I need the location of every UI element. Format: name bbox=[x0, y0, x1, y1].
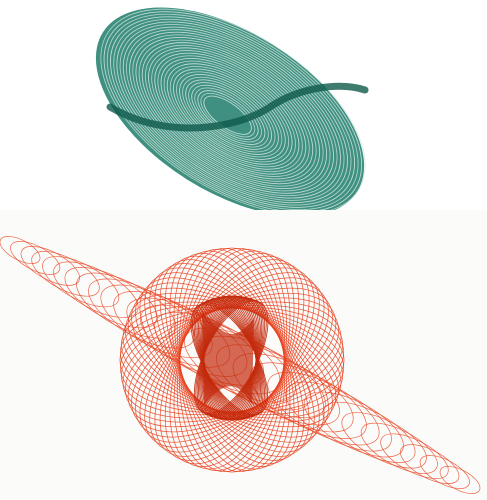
green-loop bbox=[141, 42, 321, 185]
green-loop bbox=[182, 76, 276, 153]
green-loop bbox=[191, 84, 266, 145]
green-loop bbox=[148, 47, 314, 180]
red-core bbox=[202, 312, 254, 406]
green-loop bbox=[138, 39, 324, 187]
red-outer-loop bbox=[341, 412, 427, 469]
green-loop bbox=[169, 65, 290, 163]
green-loop bbox=[179, 74, 279, 155]
red-outer-loop bbox=[360, 422, 438, 474]
red-outer-loop bbox=[419, 455, 470, 489]
green-loop bbox=[125, 29, 338, 197]
red-outer-loop bbox=[303, 391, 404, 458]
green-loop bbox=[194, 87, 262, 143]
green-loop bbox=[135, 36, 328, 190]
green-ellipse-fill bbox=[95, 7, 365, 210]
green-loop bbox=[129, 31, 335, 194]
green-loop bbox=[100, 8, 366, 210]
green-loop bbox=[172, 68, 286, 160]
red-outer-loop bbox=[400, 444, 460, 484]
green-loop bbox=[103, 11, 363, 210]
green-loop bbox=[119, 24, 345, 201]
green-loop bbox=[122, 26, 341, 199]
green-harmonograph-drawing bbox=[95, 7, 369, 210]
red-outer-loop bbox=[0, 236, 41, 264]
red-harmonograph-drawing bbox=[0, 236, 481, 494]
red-spiral-group bbox=[0, 236, 481, 494]
green-loop bbox=[160, 57, 300, 170]
green-loop bbox=[176, 71, 283, 158]
green-loop bbox=[144, 44, 317, 182]
green-loop bbox=[185, 79, 273, 150]
green-loop bbox=[166, 63, 293, 165]
lower-panel bbox=[0, 210, 487, 500]
green-loop bbox=[157, 55, 303, 173]
green-spiral-group bbox=[95, 7, 369, 210]
red-outer-loop bbox=[380, 433, 449, 479]
green-loop bbox=[163, 60, 296, 168]
red-outer-loop bbox=[10, 241, 61, 275]
green-loop bbox=[106, 13, 359, 210]
red-outer-loop bbox=[439, 466, 481, 494]
red-outer-loop bbox=[20, 246, 80, 286]
upper-panel bbox=[0, 0, 487, 210]
green-loop bbox=[132, 34, 331, 192]
green-crease bbox=[106, 82, 369, 132]
green-loop bbox=[113, 18, 352, 206]
green-loop bbox=[154, 52, 307, 175]
green-loop bbox=[110, 16, 356, 208]
green-loop bbox=[151, 50, 310, 177]
green-loop bbox=[116, 21, 348, 204]
green-loop bbox=[188, 82, 269, 148]
